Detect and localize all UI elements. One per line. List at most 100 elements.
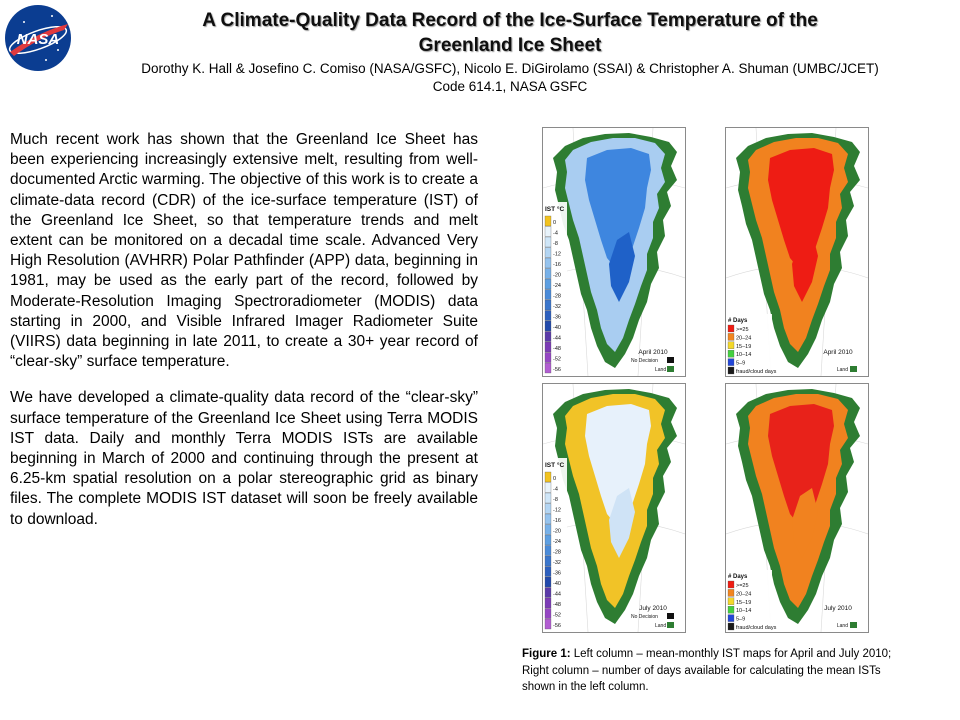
days-legend-swatch [727, 580, 735, 589]
ist-legend-swatch [544, 226, 552, 237]
days-legend-swatch [727, 606, 735, 614]
days-legend-swatch [727, 358, 735, 366]
ist-legend-tick: -36 [553, 571, 561, 577]
days-legend-label: >=25 [736, 583, 749, 589]
ist-legend-swatch [544, 289, 552, 300]
ist-legend-swatch [544, 587, 552, 598]
ist-legend-tick: -16 [553, 518, 561, 524]
body-text: Much recent work has shown that the Gree… [10, 130, 478, 546]
land-swatch [667, 366, 674, 372]
map-panel-days-july: # Days >=25 20–24 15–19 10–14 5–9 fraud/cloud … [725, 383, 869, 633]
no-decision-swatch [667, 357, 674, 363]
ice-interior-zone [585, 404, 651, 526]
days-legend-label: 5–9 [736, 361, 745, 367]
ist-legend-tick: -32 [553, 304, 561, 310]
days-legend-label: 15–19 [736, 600, 751, 606]
ist-legend-swatch [544, 341, 552, 353]
days-legend-swatch [727, 614, 735, 622]
ist-legend-tick: -44 [553, 336, 561, 342]
ice-summit-zone [609, 488, 635, 558]
ist-legend-swatch [544, 597, 552, 609]
ist-legend-swatch [544, 320, 552, 332]
caption-label: Figure 1: [522, 648, 571, 660]
land-label: Land [655, 367, 666, 373]
ist-legend-swatch [544, 555, 552, 567]
ist-legend-swatch [544, 331, 552, 342]
ist-legend-swatch [544, 257, 552, 269]
ist-legend-swatch [544, 268, 552, 279]
ist-legend-title: IST °C [545, 205, 565, 213]
ist-legend-tick: -56 [553, 623, 561, 629]
panel-month-label: July 2010 [639, 605, 667, 612]
ice-summit-zone [792, 232, 818, 302]
days-legend-label: >=25 [736, 327, 749, 333]
ist-legend-tick: 0 [553, 220, 556, 226]
days-legend-label: 20–24 [736, 335, 751, 341]
ice-summit-zone [609, 232, 635, 302]
days-legend-label: fraud/cloud days [736, 625, 777, 631]
days-legend-label: 20–24 [736, 591, 751, 597]
land-label: Land [837, 623, 848, 629]
ist-legend-swatch [544, 524, 552, 535]
ist-legend-swatch [544, 534, 552, 546]
ist-legend-tick: 0 [553, 476, 556, 482]
ist-legend: IST °C 0 -4 -8 -12 -16 -20 -24 -28 -32 -36 -40 -44 -4… [543, 458, 674, 632]
days-legend-swatch [727, 589, 735, 597]
ist-legend-tick: -40 [553, 325, 561, 331]
ist-legend-title: IST °C [545, 461, 565, 469]
ist-legend-swatch [544, 247, 552, 258]
ist-legend-swatch [544, 545, 552, 556]
ist-legend-swatch [544, 236, 552, 248]
ice-interior-zone [585, 148, 651, 270]
ist-legend-swatch [544, 492, 552, 504]
nasa-logo: NASA [2, 2, 74, 74]
days-legend-swatch [727, 333, 735, 341]
page-title: A Climate-Quality Data Record of the Ice… [90, 8, 930, 58]
ist-legend-swatch [544, 566, 552, 577]
ist-legend-swatch [544, 299, 552, 311]
ist-legend-tick: -8 [553, 241, 558, 247]
days-legend-label: 10–14 [736, 352, 751, 358]
ist-legend-swatch [544, 352, 552, 363]
days-legend-swatch [727, 341, 735, 349]
ist-legend-tick: -24 [553, 539, 561, 545]
ist-legend-swatch [544, 471, 552, 483]
ist-legend-swatch [544, 608, 552, 619]
ist-legend-tick: -44 [553, 592, 561, 598]
map-panel-ist-april: IST °C 0 -4 -8 -12 -16 -20 -24 -28 -32 -36 -40 -44 -4… [542, 127, 686, 377]
land-label: Land [655, 623, 666, 629]
ist-legend-tick: -8 [553, 497, 558, 503]
land-swatch [850, 622, 857, 628]
figure-caption: Figure 1: Left column – mean-monthly IST… [522, 646, 892, 696]
ist-legend-tick: -40 [553, 581, 561, 587]
ist-legend-tick: -24 [553, 283, 561, 289]
ist-legend-swatch [544, 362, 552, 374]
ist-legend-tick: -16 [553, 262, 561, 268]
ist-legend-tick: -4 [553, 231, 558, 237]
days-legend-swatch [727, 622, 735, 631]
ist-legend-tick: -28 [553, 294, 561, 300]
ist-legend-tick: -48 [553, 346, 561, 352]
ist-legend-swatch [544, 503, 552, 514]
panel-month-label: April 2010 [638, 349, 668, 356]
ist-legend-tick: -4 [553, 487, 558, 493]
days-legend-label: 5–9 [736, 617, 745, 623]
svg-text:NASA: NASA [17, 31, 60, 48]
title-line-1: A Climate-Quality Data Record of the Ice… [202, 10, 818, 31]
no-decision-label: No Decision [631, 358, 658, 364]
days-legend-swatch [727, 597, 735, 605]
ist-legend-swatch [544, 576, 552, 588]
ist-legend-tick: -32 [553, 560, 561, 566]
ist-legend-tick: -28 [553, 550, 561, 556]
title-line-2: Greenland Ice Sheet [418, 35, 602, 56]
days-legend: # Days >=25 20–24 15–19 10–14 5–9 fraud/cloud … [726, 570, 857, 632]
land-label: Land [837, 367, 848, 373]
days-legend: # Days >=25 20–24 15–19 10–14 5–9 fraud/cloud … [726, 314, 857, 376]
ist-legend-swatch [544, 482, 552, 493]
days-legend-label: 15–19 [736, 344, 751, 350]
ist-legend-tick: -48 [553, 602, 561, 608]
no-decision-label: No Decision [631, 614, 658, 620]
ist-legend-tick: -12 [553, 252, 561, 258]
ist-legend-swatch [544, 618, 552, 630]
ist-legend-swatch [544, 215, 552, 227]
